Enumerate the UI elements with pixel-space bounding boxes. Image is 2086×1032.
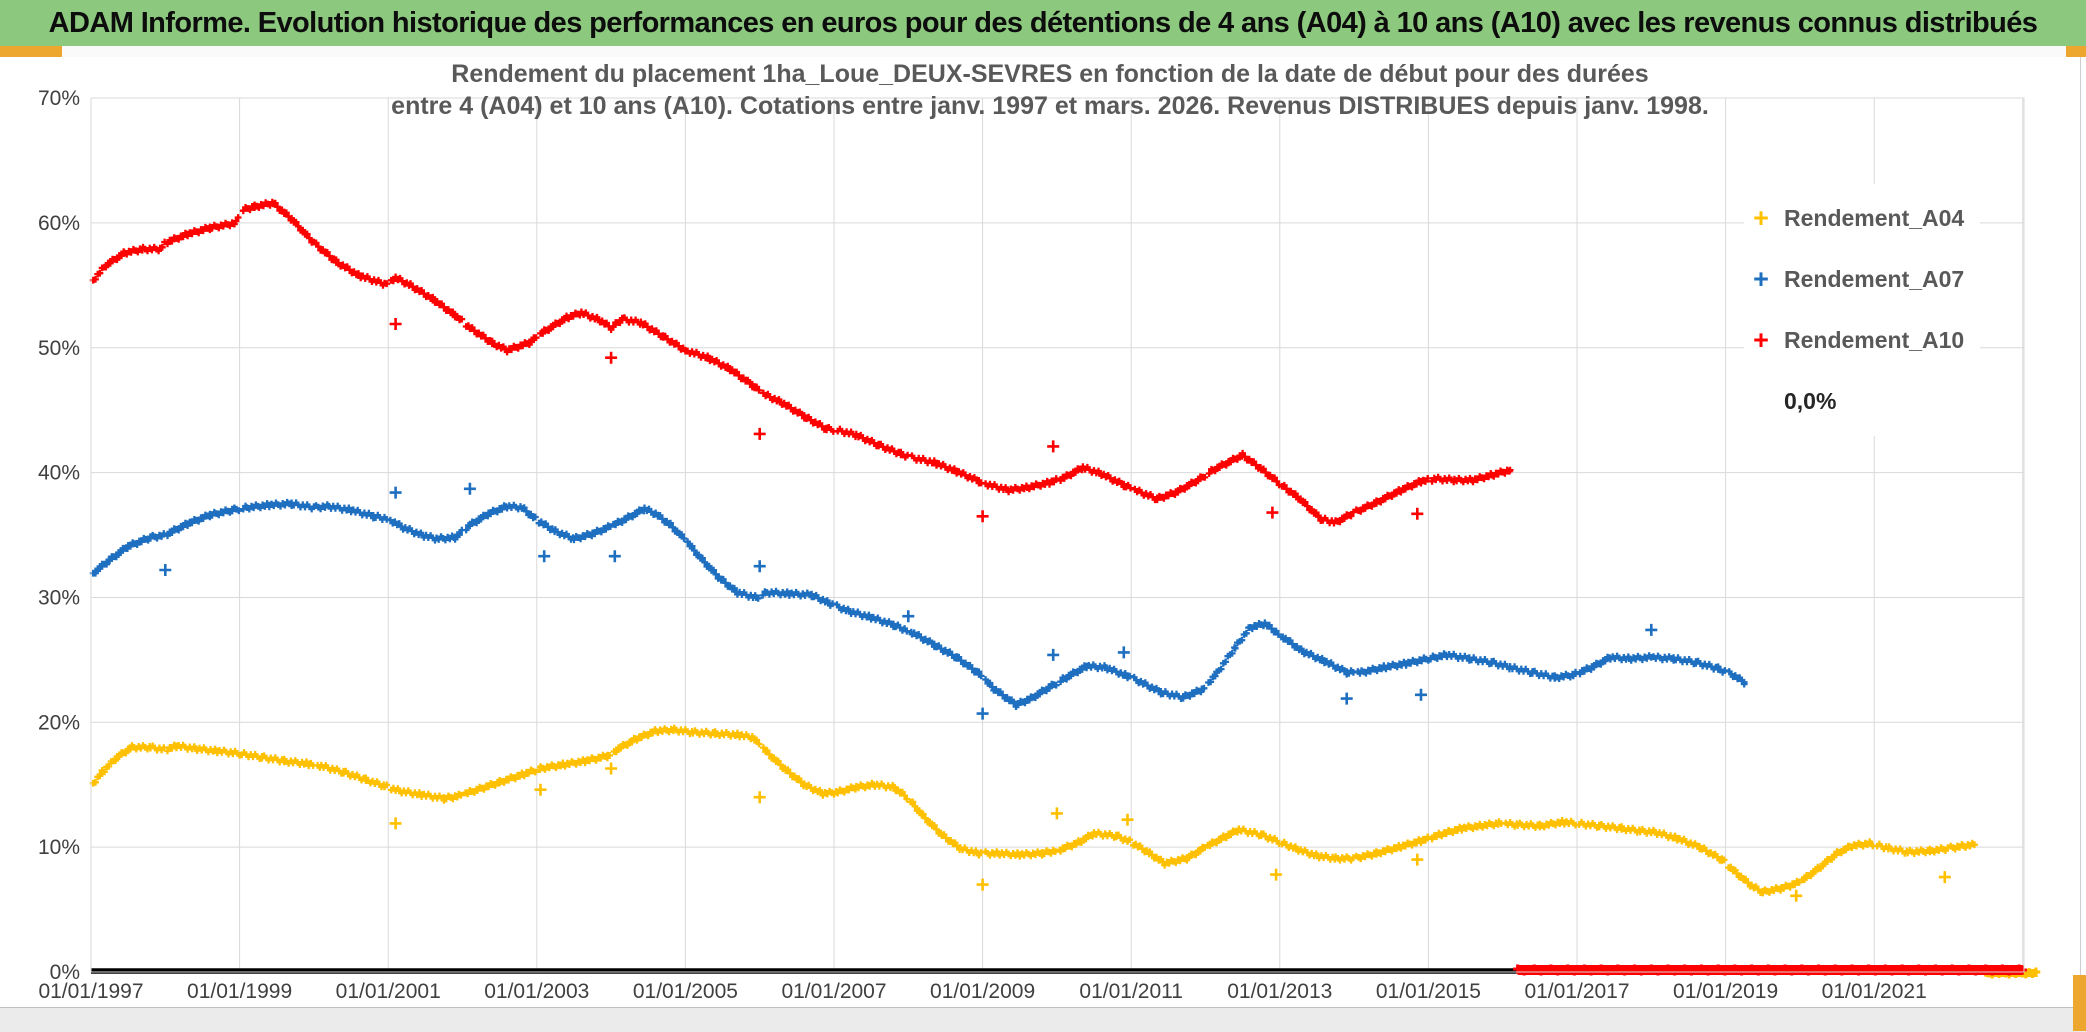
report-title-bar: ADAM Informe. Evolution historique des p… [0, 0, 2086, 46]
x-tick-label-1999: 01/01/1999 [187, 980, 292, 1003]
series-rendement_a10-markers [89, 198, 1514, 527]
x-tick-label-2011: 01/01/2011 [1079, 980, 1183, 1003]
legend-item-a10[interactable]: + Rendement_A10 [1744, 310, 1980, 371]
window-right-divider [2080, 57, 2081, 1007]
plus-marker-icon-a10: + [1753, 325, 1769, 355]
legend-label-a10: Rendement_A10 [1784, 327, 1965, 353]
legend-label-a07: Rendement_A07 [1784, 266, 1965, 292]
legend-label-zero: 0,0% [1784, 388, 1837, 414]
chart-legend: + Rendement_A04 + Rendement_A07 + Rendem… [1744, 184, 1980, 436]
x-tick-label-2017: 01/01/2017 [1524, 980, 1629, 1003]
y-tick-label-20: 20% [38, 711, 80, 734]
zero-line-swatch [1744, 388, 1778, 415]
series-rendement_a10-outlier-markers [389, 318, 1424, 523]
plus-marker-icon-a07: + [1753, 264, 1769, 294]
series-rendement_a07-outlier-markers [159, 482, 1658, 720]
x-tick-label-2021: 01/01/2021 [1822, 980, 1927, 1003]
x-tick-label-2009: 01/01/2009 [930, 980, 1035, 1003]
y-tick-label-70: 70% [38, 87, 80, 110]
series-rendement_a04-outlier-markers [389, 762, 1951, 902]
series-rendement_a04-markers [89, 724, 1978, 897]
x-tick-label-2003: 01/01/2003 [484, 980, 589, 1003]
series-rendement_a10-zero-markers [1513, 964, 2027, 976]
series-rendement_a07-markers [89, 498, 1748, 710]
chart-title: Rendement du placement 1ha_Loue_DEUX-SEV… [300, 58, 1800, 122]
title-underline-strip [0, 46, 2086, 57]
y-tick-label-40: 40% [38, 462, 80, 485]
chart-title-line2: entre 4 (A04) et 10 ans (A10). Cotations… [391, 92, 1709, 120]
x-tick-label-1997: 01/01/1997 [38, 980, 143, 1003]
gold-accent-left [0, 46, 62, 57]
chart-title-line1: Rendement du placement 1ha_Loue_DEUX-SEV… [451, 60, 1649, 88]
y-tick-label-30: 30% [38, 586, 80, 609]
x-tick-label-2013: 01/01/2013 [1227, 980, 1332, 1003]
gold-accent-right [2066, 46, 2086, 57]
x-tick-label-2007: 01/01/2007 [781, 980, 886, 1003]
x-tick-label-2015: 01/01/2015 [1376, 980, 1481, 1003]
legend-item-a04[interactable]: + Rendement_A04 [1744, 188, 1980, 249]
x-tick-label-2019: 01/01/2019 [1673, 980, 1778, 1003]
legend-label-a04: Rendement_A04 [1784, 205, 1965, 231]
legend-item-zero[interactable]: 0,0% [1744, 371, 1980, 432]
y-tick-label-60: 60% [38, 212, 80, 235]
gold-accent-bottom-right [2073, 975, 2086, 1031]
chart-area [0, 57, 2086, 1006]
y-tick-label-10: 10% [38, 836, 80, 859]
y-tick-label-50: 50% [38, 337, 80, 360]
report-title: ADAM Informe. Evolution historique des p… [48, 6, 2038, 39]
plot-border [90, 97, 2025, 973]
x-tick-label-2001: 01/01/2001 [336, 980, 441, 1003]
plus-marker-icon-a04: + [1753, 203, 1769, 233]
window-bottom-strip [0, 1007, 2086, 1032]
y-tick-label-0: 0% [50, 961, 80, 984]
legend-item-a07[interactable]: + Rendement_A07 [1744, 249, 1980, 310]
x-tick-label-2005: 01/01/2005 [633, 980, 738, 1003]
